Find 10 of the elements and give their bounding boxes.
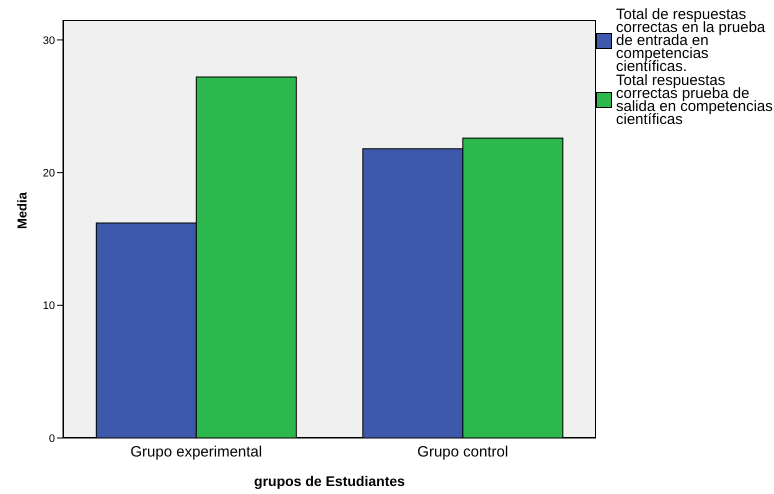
legend-label: Total respuestas correctas prueba de salida en competencias científicas <box>616 72 774 128</box>
y-axis-title: Media <box>14 191 30 229</box>
y-tick-label: 0 <box>48 432 55 445</box>
y-tick-label: 30 <box>42 34 55 47</box>
y-tick-label: 20 <box>42 168 55 180</box>
legend-label: Total de respuestas correctas en la prueba de entrada en competencias científicas. <box>616 6 766 75</box>
x-tick-label: Grupo experimental <box>130 444 262 461</box>
x-tick-label: Grupo control <box>417 444 508 461</box>
y-tick-label: 10 <box>42 300 55 312</box>
x-axis-title: grupos de Estudiantes <box>254 473 406 489</box>
